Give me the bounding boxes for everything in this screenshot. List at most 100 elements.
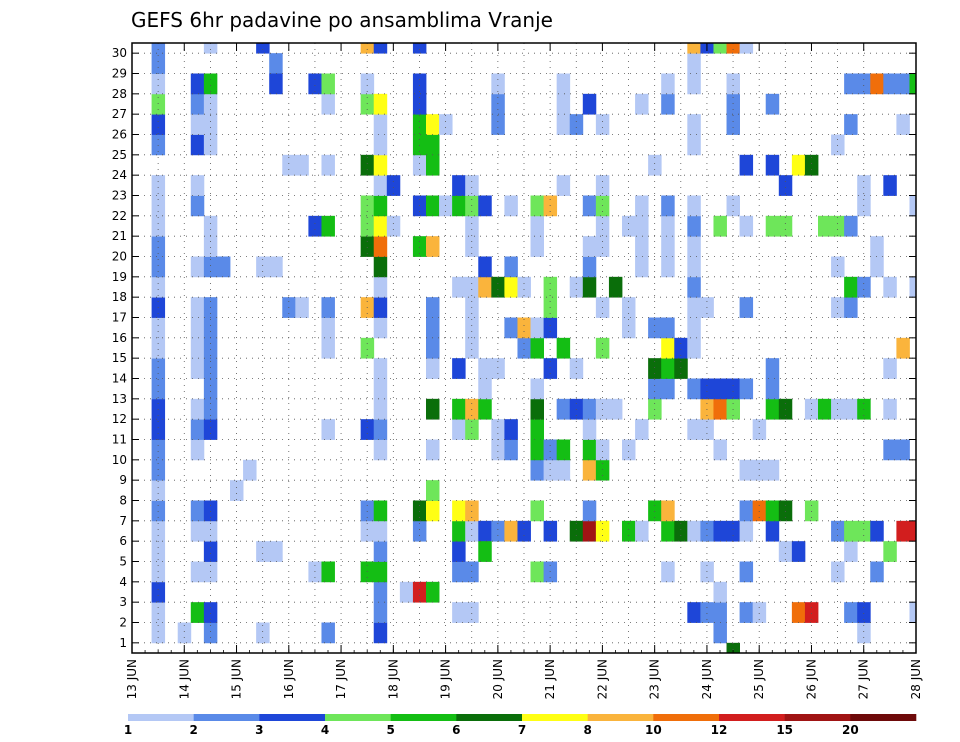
heatmap-cell	[909, 520, 917, 542]
heatmap-cell	[412, 520, 427, 542]
heatmap-cell	[595, 236, 610, 257]
heatmap-cell	[412, 73, 427, 95]
heatmap-cell	[491, 114, 505, 135]
heatmap-cell	[321, 93, 335, 115]
heatmap-cell	[687, 297, 701, 318]
heatmap-cell	[530, 439, 544, 461]
heatmap-cell	[726, 114, 740, 135]
heatmap-cell	[582, 520, 597, 542]
heatmap-cell	[739, 215, 754, 237]
heatmap-cell	[661, 256, 675, 278]
colorbar-swatch	[784, 714, 851, 721]
y-tick-label: 24	[112, 168, 127, 182]
heatmap-cell	[360, 500, 375, 522]
heatmap-cell	[230, 480, 244, 501]
heatmap-cell	[687, 114, 701, 135]
heatmap-cell	[151, 500, 166, 522]
heatmap-cell	[243, 459, 257, 481]
heatmap-cell	[661, 500, 675, 522]
heatmap-cell	[373, 134, 388, 156]
heatmap-cell	[713, 622, 727, 644]
heatmap-cell	[465, 419, 479, 440]
heatmap-cell	[608, 276, 623, 298]
heatmap-cell	[386, 215, 401, 237]
heatmap-cell	[543, 276, 558, 298]
heatmap-cell	[883, 398, 897, 420]
heatmap-cell	[151, 520, 166, 542]
heatmap-cell	[556, 73, 571, 95]
colorbar-swatch	[325, 714, 391, 721]
heatmap-cell	[778, 175, 793, 196]
heatmap-cell	[373, 256, 388, 278]
heatmap-cell	[190, 195, 205, 217]
heatmap-cell	[700, 520, 714, 542]
heatmap-cell	[504, 419, 518, 440]
heatmap-cell	[739, 297, 754, 318]
heatmap-cell	[426, 317, 440, 339]
heatmap-cell	[687, 378, 701, 400]
heatmap-cell	[635, 256, 649, 278]
heatmap-cell	[896, 114, 910, 135]
heatmap-cell	[360, 337, 375, 359]
heatmap-cell	[804, 602, 819, 623]
y-tick-label: 7	[119, 514, 127, 528]
heatmap-cell	[203, 520, 218, 542]
heatmap-cell	[556, 175, 571, 196]
heatmap-cell	[426, 581, 440, 603]
heatmap-cell	[504, 520, 518, 542]
heatmap-cell	[373, 93, 388, 115]
heatmap-cell	[360, 419, 375, 440]
heatmap-cell	[687, 73, 701, 95]
heatmap-cell	[661, 378, 675, 400]
heatmap-cell	[844, 398, 858, 420]
y-tick-label: 8	[119, 494, 127, 508]
heatmap-cell	[857, 520, 871, 542]
y-tick-label: 13	[112, 392, 127, 406]
heatmap-cell	[151, 73, 166, 95]
heatmap-cell	[569, 276, 584, 298]
heatmap-cell	[530, 236, 544, 257]
heatmap-cell	[713, 378, 727, 400]
heatmap-cell	[504, 256, 518, 278]
y-tick-label: 25	[112, 148, 127, 162]
heatmap-cell	[491, 73, 505, 95]
heatmap-cell	[635, 93, 649, 115]
x-tick-label: 13 JUN	[125, 659, 139, 699]
heatmap-cell	[190, 602, 205, 623]
colorbar-swatch	[587, 714, 654, 721]
heatmap-cell	[635, 419, 649, 440]
heatmap-cell	[517, 276, 531, 298]
heatmap-cell	[844, 520, 858, 542]
heatmap-cell	[687, 43, 701, 54]
heatmap-cell	[791, 602, 806, 623]
colorbar-label: 20	[842, 723, 859, 737]
heatmap-cell	[530, 419, 544, 440]
heatmap-cell	[151, 53, 166, 74]
heatmap-cell	[373, 378, 388, 400]
heatmap-cell	[373, 602, 388, 623]
heatmap-cell	[504, 439, 518, 461]
heatmap-cell	[321, 215, 335, 237]
heatmap-cell	[569, 358, 584, 379]
heatmap-cell	[569, 114, 584, 135]
heatmap-cell	[203, 256, 218, 278]
heatmap-cell	[426, 195, 440, 217]
heatmap-cell	[909, 195, 917, 217]
heatmap-cell	[373, 398, 388, 420]
heatmap-cell	[373, 195, 388, 217]
heatmap-cell	[661, 236, 675, 257]
heatmap-cell	[595, 439, 610, 461]
heatmap-cell	[530, 317, 544, 339]
x-tick-label: 27 JUN	[857, 659, 871, 699]
heatmap-cell	[687, 215, 701, 237]
heatmap-cell	[804, 154, 819, 176]
colorbar-label: 15	[776, 723, 793, 737]
heatmap-cell	[687, 134, 701, 156]
heatmap-cell	[582, 93, 597, 115]
heatmap-cell	[465, 337, 479, 359]
heatmap-cell	[177, 622, 192, 644]
heatmap-cell	[321, 337, 335, 359]
heatmap-cell	[648, 154, 662, 176]
heatmap-cell	[739, 500, 754, 522]
colorbar-label: 4	[321, 723, 329, 737]
